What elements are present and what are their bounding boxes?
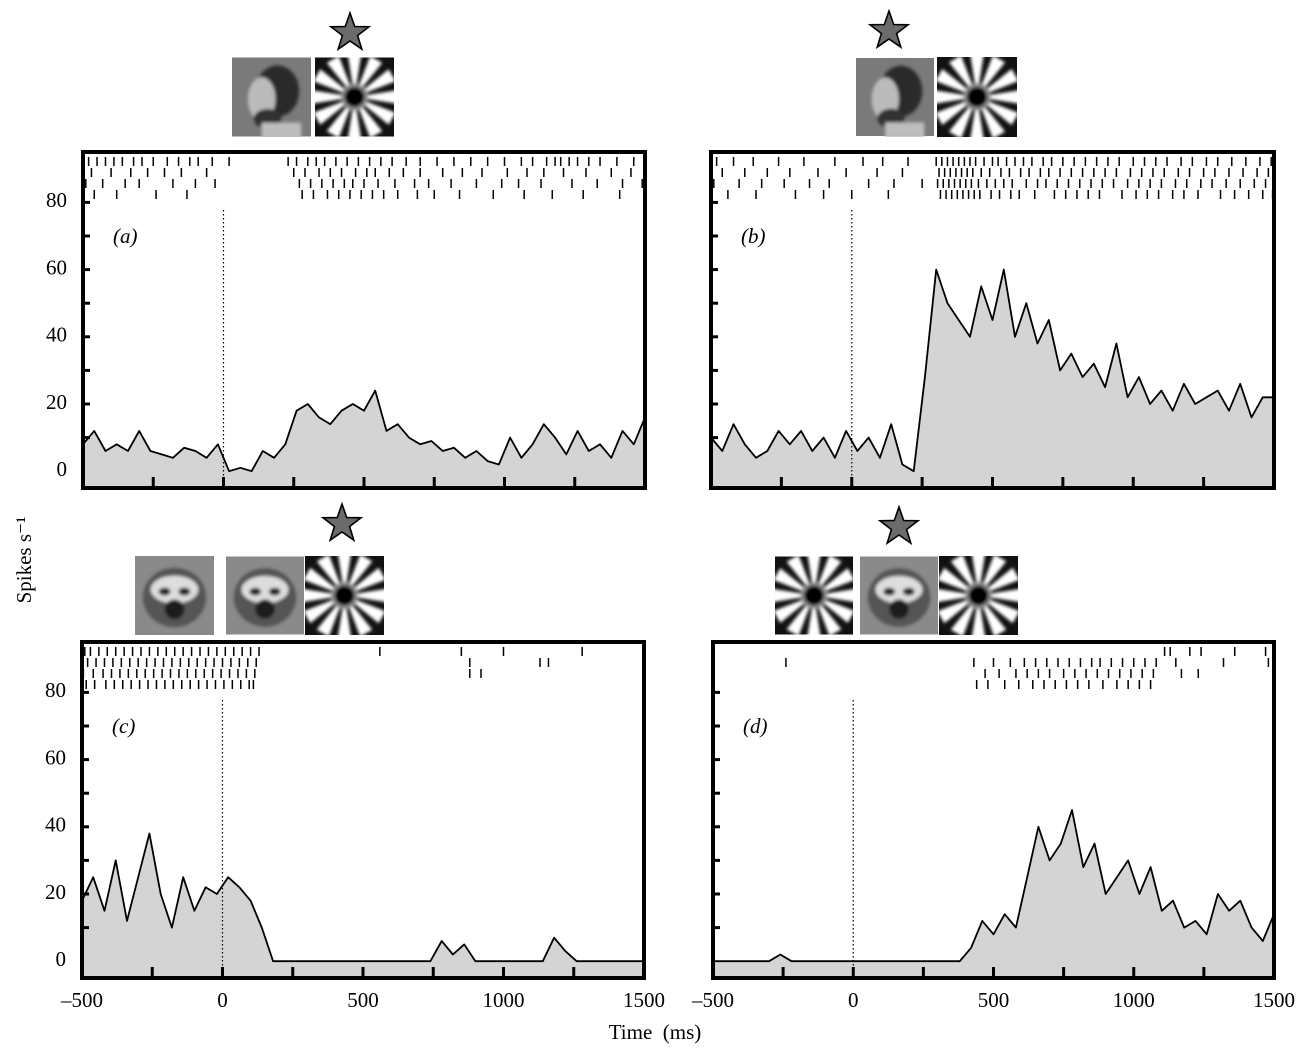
x-tick-label: 500 [347,988,379,1012]
figure: Spikes s⁻¹ Time (ms) 0 20 40 60 80 (a) (b) 0 20 4… [0,0,1308,1048]
body: Spikes s⁻¹ Time (ms) 0 20 40 60 80 (a) (b) 0 20 4… [0,0,1308,1048]
stimulus-b [856,11,1021,141]
x-tick-label: –500 [60,988,103,1012]
x-tick-label: 0 [217,988,228,1012]
x-tick-label: 1500 [623,988,665,1012]
y-tick-label: 0 [57,457,68,481]
y-tick-label: 0 [56,947,67,971]
x-axis-title: Time (ms) [609,1020,702,1044]
stimulus-c [135,504,388,639]
x-tick-label: 1000 [1113,988,1155,1012]
psth-area [82,834,644,979]
stimulus-d [771,507,1022,639]
panel-label: (d) [743,714,768,738]
y-tick-label: 80 [46,188,67,212]
y-tick-label: 60 [45,745,66,769]
stimulus-a [232,13,398,140]
panel-label: (a) [113,224,138,248]
x-tick-label: 1000 [483,988,525,1012]
x-tick-label: 1500 [1253,988,1295,1012]
y-tick-label: 60 [46,255,67,279]
y-tick-label: 40 [46,323,67,347]
panel-label: (c) [112,714,135,738]
y-axis-title: Spikes s⁻¹ [12,517,36,604]
psth-area [713,810,1274,978]
y-tick-label: 40 [45,813,66,837]
x-tick-label: 0 [848,988,859,1012]
x-tick-label: 500 [978,988,1010,1012]
y-tick-label: 20 [45,880,66,904]
y-tick-label: 20 [46,390,67,414]
psth-area [711,270,1274,488]
x-tick-label: –500 [691,988,734,1012]
panel-label: (b) [741,224,766,248]
y-tick-label: 80 [45,678,66,702]
psth-area [83,391,645,488]
page: {"chart_data": [ {"type": "area", "label… [0,0,1308,1048]
